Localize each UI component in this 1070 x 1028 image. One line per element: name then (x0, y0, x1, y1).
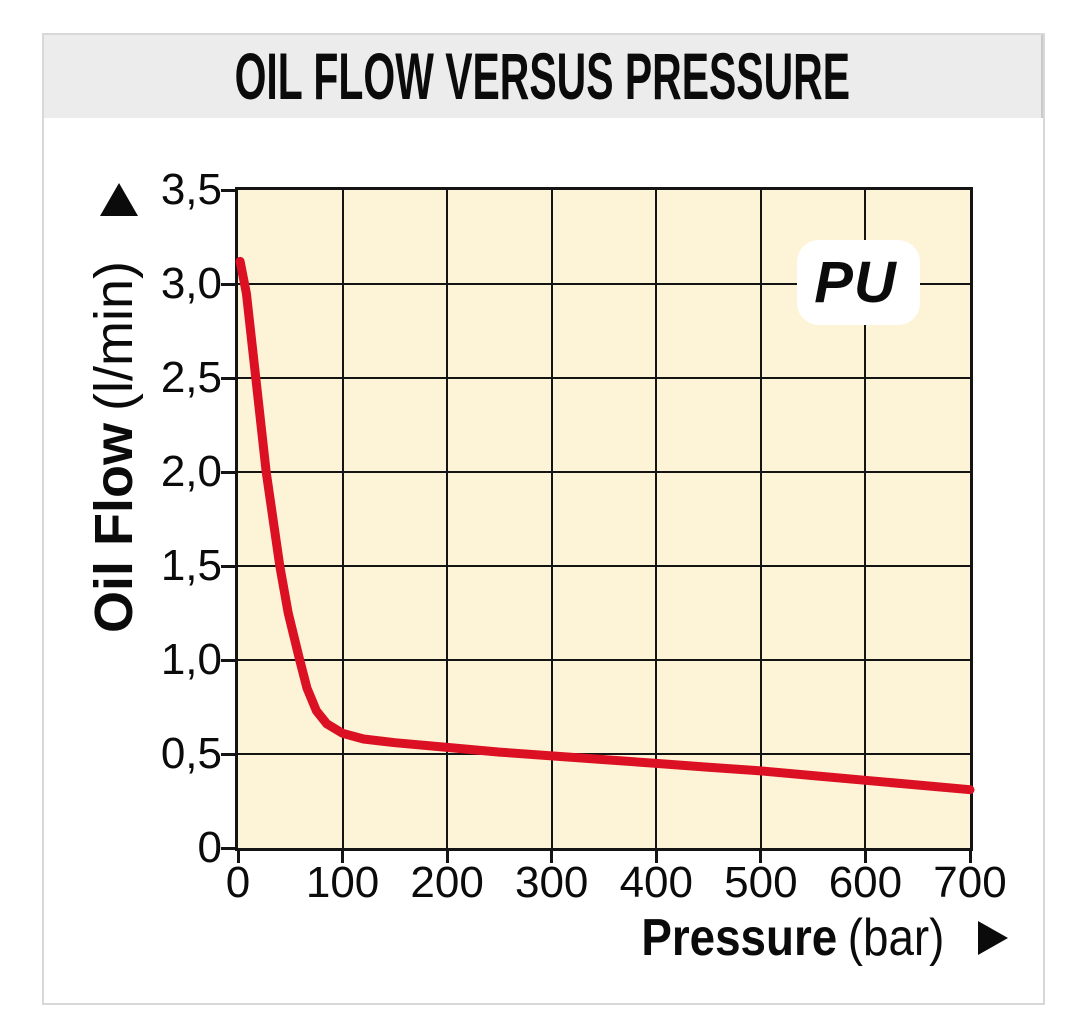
vertical-gridline (864, 190, 867, 848)
x-axis-tick-label: 700 (933, 858, 1007, 907)
horizontal-gridline (238, 471, 970, 473)
x-axis-tick (550, 848, 554, 863)
horizontal-gridline (238, 283, 970, 285)
y-axis-tick-label: 1,5 (160, 541, 222, 590)
x-axis-tick (445, 848, 449, 863)
x-axis-tick (968, 848, 972, 863)
chart-title-bar: OIL FLOW VERSUS PRESSURE (44, 35, 1043, 118)
x-axis-tick-label: 400 (619, 858, 693, 907)
pu-badge-label: PU (814, 250, 897, 315)
x-axis-tick (654, 848, 658, 863)
x-axis-tick (236, 848, 240, 863)
x-axis-tick-label: 200 (410, 858, 484, 907)
y-axis-tick (221, 846, 238, 850)
chart-title: OIL FLOW VERSUS PRESSURE (234, 39, 851, 113)
y-axis-tick (221, 282, 238, 286)
y-axis-tick (221, 470, 238, 474)
pu-badge: PU (797, 240, 920, 325)
y-axis-tick-label: 3,5 (160, 165, 222, 214)
y-axis-tick (221, 188, 238, 192)
y-axis-tick-label: 2,0 (160, 447, 222, 496)
x-axis-title-unit: (bar) (847, 909, 944, 967)
x-axis-tick-label: 300 (514, 858, 589, 907)
y-axis-tick (221, 658, 238, 662)
x-axis-tick (863, 848, 867, 863)
x-axis-tick-label: 100 (305, 858, 380, 907)
x-axis-title: Pressure (bar) (600, 908, 1008, 968)
vertical-gridline (759, 190, 762, 848)
x-axis-tick (341, 848, 345, 863)
x-axis-title-name: Pressure (640, 909, 837, 967)
y-axis-tick-label: 2,5 (160, 353, 222, 402)
y-axis-tick (221, 752, 238, 756)
x-axis-tick-label: 600 (828, 858, 903, 907)
vertical-gridline (341, 190, 344, 848)
horizontal-gridline (238, 565, 970, 567)
vertical-gridline (550, 190, 553, 848)
y-axis-tick (221, 376, 238, 380)
y-axis-tick-label: 1,0 (160, 635, 222, 684)
horizontal-gridline (238, 377, 970, 379)
oil-flow-axis-up-arrow-icon (100, 183, 138, 216)
x-axis-tick-label: 500 (724, 858, 798, 907)
y-axis-title: Oil Flow (l/min) (83, 261, 145, 633)
vertical-gridline (655, 190, 658, 848)
plot-grid-layer (235, 190, 975, 848)
y-axis-title-unit: (l/min) (84, 261, 144, 411)
vertical-gridline (446, 190, 449, 848)
x-axis-tick-label: 0 (225, 858, 251, 907)
y-axis-tick-label: 3,0 (160, 259, 222, 308)
pressure-axis-right-arrow-icon (978, 921, 1008, 955)
flow-curve-layer (235, 256, 975, 795)
flow-curve (235, 256, 975, 795)
x-axis-tick (759, 848, 763, 863)
horizontal-gridline (238, 659, 970, 661)
horizontal-gridline (238, 753, 970, 755)
y-axis-tick (221, 564, 238, 568)
y-axis-tick-label: 0 (197, 823, 222, 872)
y-axis-title-name: Oil Flow (84, 422, 144, 633)
y-axis-tick-label: 0,5 (160, 729, 222, 778)
